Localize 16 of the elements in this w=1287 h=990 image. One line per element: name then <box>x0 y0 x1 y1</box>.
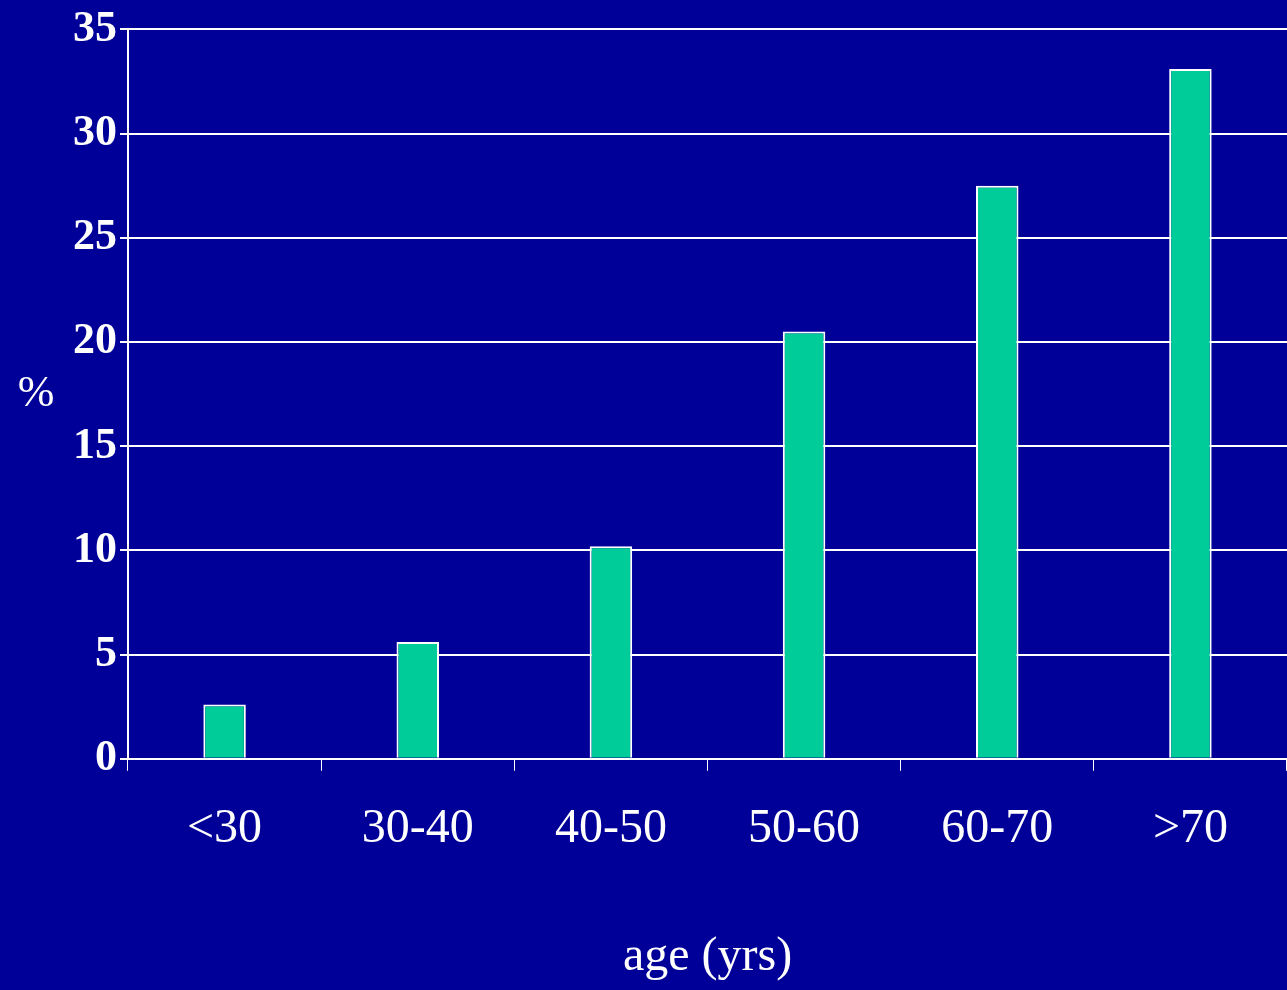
y-tick-label: 10 <box>73 522 117 572</box>
y-tick-label: 30 <box>73 105 117 155</box>
x-tick-label: 60-70 <box>941 799 1054 853</box>
x-tick-label: 40-50 <box>554 799 667 853</box>
y-tick-label: 15 <box>73 418 117 468</box>
y-tick-label: 5 <box>95 626 117 676</box>
x-tick-label: <30 <box>187 799 263 853</box>
x-axis-title: age (yrs) <box>622 926 793 981</box>
x-tick-label: 30-40 <box>361 799 474 853</box>
y-tick-label: 0 <box>95 731 117 781</box>
y-axis-title: % <box>17 366 55 416</box>
y-tick-label: 25 <box>73 210 117 260</box>
x-tick-label: >70 <box>1152 799 1228 853</box>
x-tick-label: 50-60 <box>748 799 861 853</box>
y-tick-label: 20 <box>73 314 117 364</box>
y-tick-label: 35 <box>73 1 117 51</box>
